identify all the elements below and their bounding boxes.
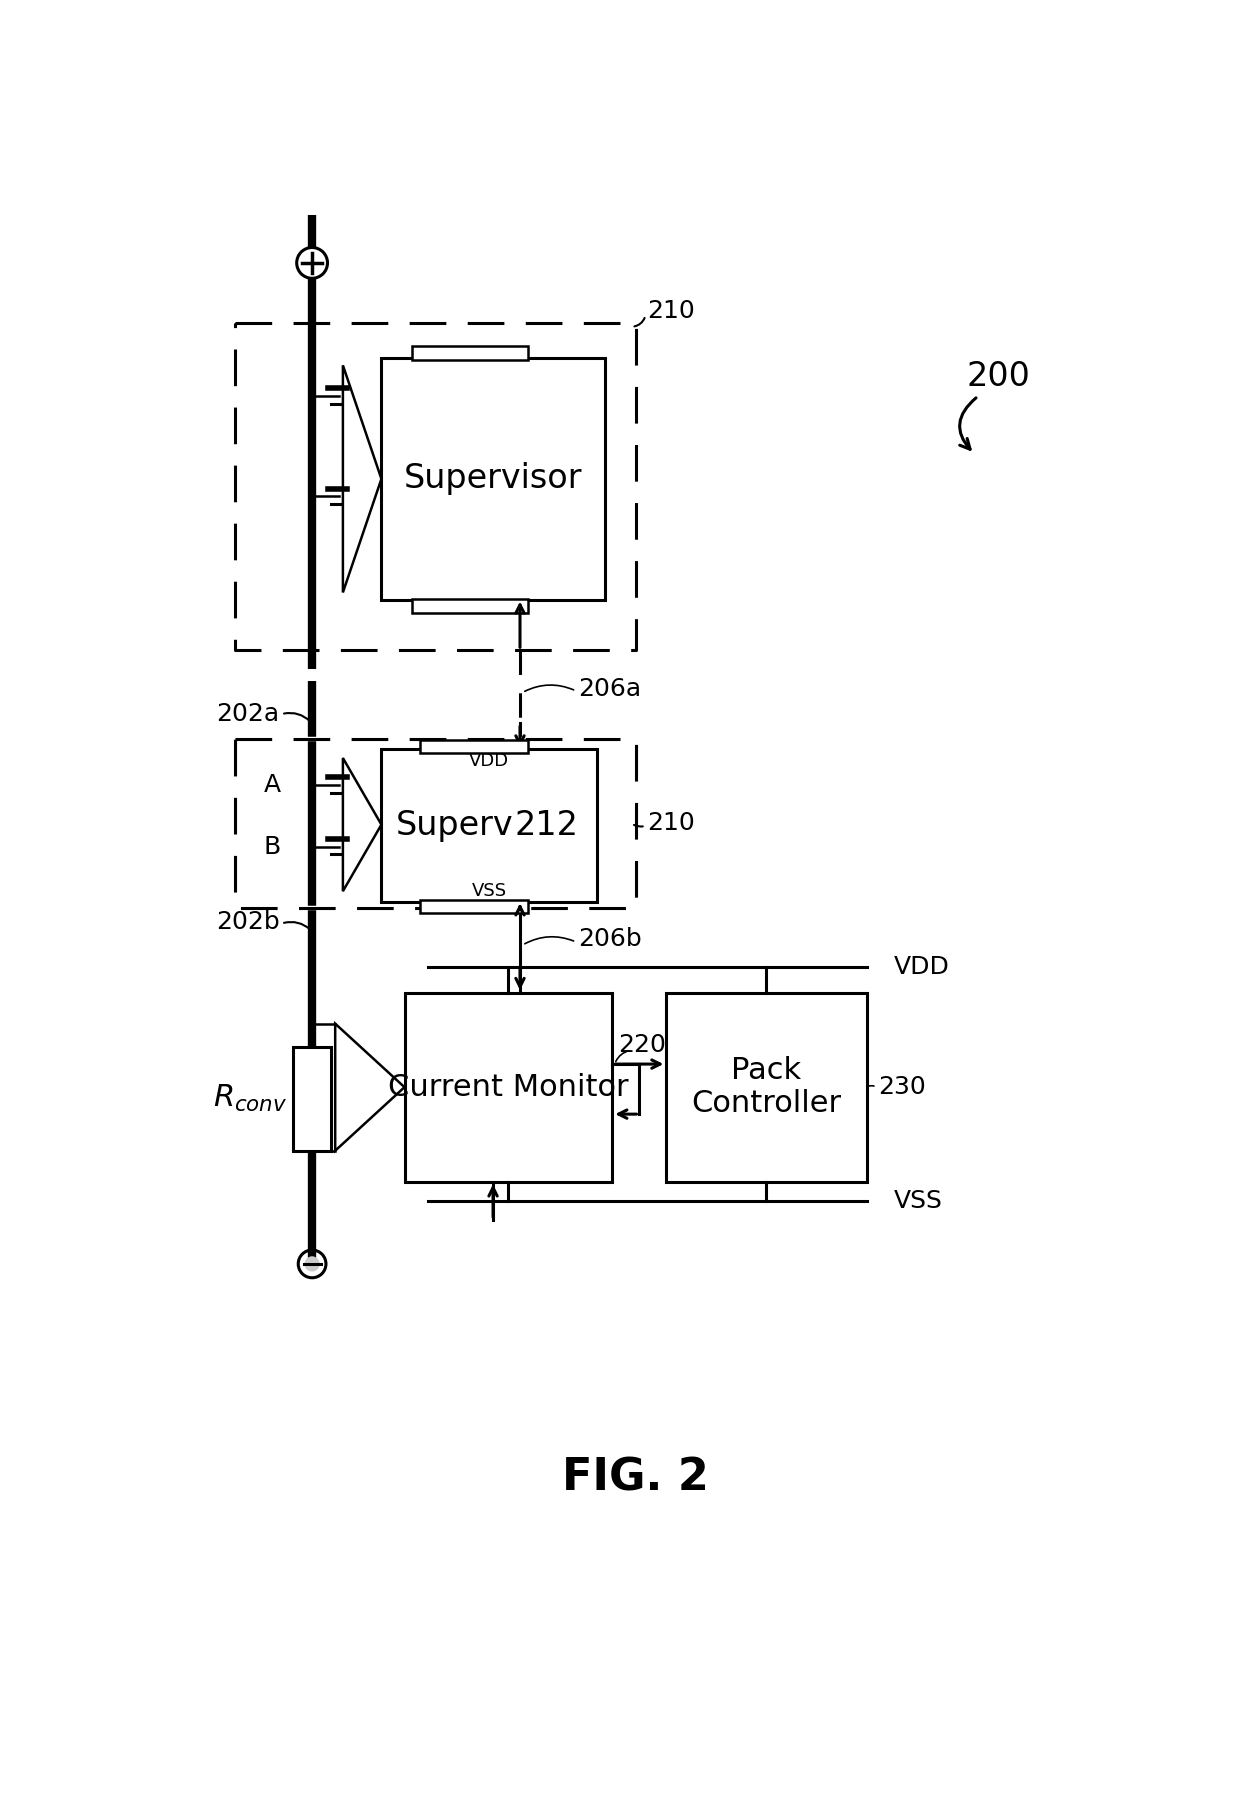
Text: $R_{conv}$: $R_{conv}$ (213, 1083, 288, 1113)
FancyBboxPatch shape (382, 749, 596, 902)
Text: B: B (263, 834, 280, 859)
FancyBboxPatch shape (293, 1047, 331, 1151)
FancyBboxPatch shape (412, 599, 528, 613)
Text: 200: 200 (967, 360, 1030, 393)
FancyBboxPatch shape (420, 900, 528, 913)
Text: Pack
Controller: Pack Controller (692, 1056, 842, 1119)
Text: 202a: 202a (216, 703, 279, 726)
Text: A: A (263, 773, 280, 796)
Text: 230: 230 (878, 1076, 926, 1099)
FancyBboxPatch shape (666, 993, 867, 1182)
Text: 210: 210 (647, 812, 694, 836)
Text: 206a: 206a (578, 676, 641, 701)
Text: 206b: 206b (578, 927, 641, 950)
FancyBboxPatch shape (404, 993, 613, 1182)
Text: 212: 212 (515, 809, 579, 843)
FancyBboxPatch shape (382, 357, 605, 601)
FancyBboxPatch shape (420, 741, 528, 753)
Text: VSS: VSS (471, 882, 507, 900)
Text: Current Monitor: Current Monitor (388, 1072, 629, 1101)
Text: Supervisor: Supervisor (404, 463, 583, 495)
Circle shape (305, 1257, 320, 1271)
FancyBboxPatch shape (412, 346, 528, 360)
Text: 210: 210 (647, 299, 694, 323)
Text: FIG. 2: FIG. 2 (562, 1456, 709, 1499)
Text: VDD: VDD (894, 954, 950, 979)
Text: VSS: VSS (894, 1189, 942, 1212)
Text: 202b: 202b (216, 911, 279, 934)
Text: VDD: VDD (469, 751, 510, 769)
Text: Supervisor: Supervisor (396, 809, 574, 843)
Text: 220: 220 (619, 1033, 666, 1056)
